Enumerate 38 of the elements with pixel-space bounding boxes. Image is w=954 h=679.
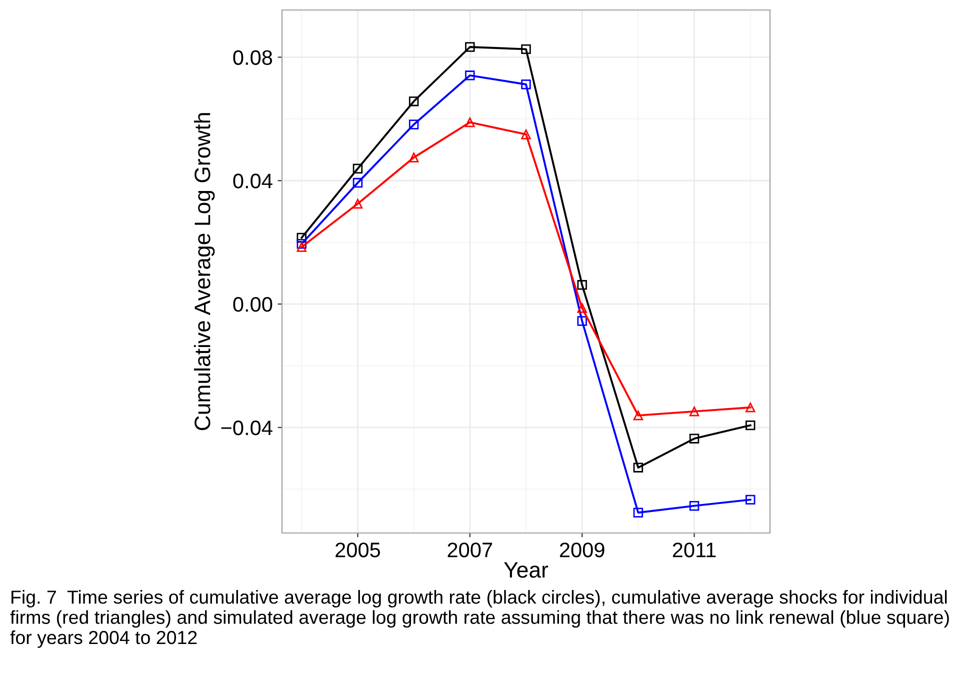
point [296, 232, 306, 243]
point [577, 280, 587, 290]
point [689, 406, 700, 416]
y-tick-label: −0.04 [221, 420, 272, 436]
point [465, 70, 475, 80]
point [577, 303, 587, 313]
point [408, 152, 419, 162]
point [352, 198, 363, 209]
point [577, 316, 587, 326]
point [465, 117, 475, 128]
y-tick-label: 0.04 [233, 174, 272, 188]
point [521, 44, 531, 54]
x-tick-label: 2011 [672, 542, 716, 558]
point [746, 494, 756, 505]
point [352, 178, 363, 188]
y-tick-label: 0.08 [233, 50, 272, 65]
point [408, 120, 419, 130]
point [408, 96, 419, 106]
point [746, 402, 756, 412]
point [465, 42, 475, 52]
point [746, 420, 756, 430]
point [296, 242, 306, 252]
point [633, 410, 644, 420]
point [296, 239, 306, 249]
x-tick-label: 2007 [448, 542, 492, 558]
point [633, 508, 644, 518]
point [521, 80, 531, 90]
caption: Fig. 7 Time series of cumulative average log growth rate (black circles), cumulative average shocks for individual firms (red triangles) and simulated average log growth rate assuming that there was no link renewal (blue square) for years 2004 to 2012 [10, 590, 949, 648]
x-axis-title: Year [504, 562, 548, 578]
point [689, 500, 700, 511]
y-axis-title: Cumulative Average Log Growth [194, 113, 215, 430]
point [352, 164, 363, 174]
x-tick-label: 2005 [336, 542, 380, 558]
point [633, 462, 644, 472]
point [521, 129, 531, 140]
x-tick-label: 2009 [560, 542, 604, 558]
point [689, 434, 700, 444]
y-tick-label: 0.00 [233, 297, 272, 312]
